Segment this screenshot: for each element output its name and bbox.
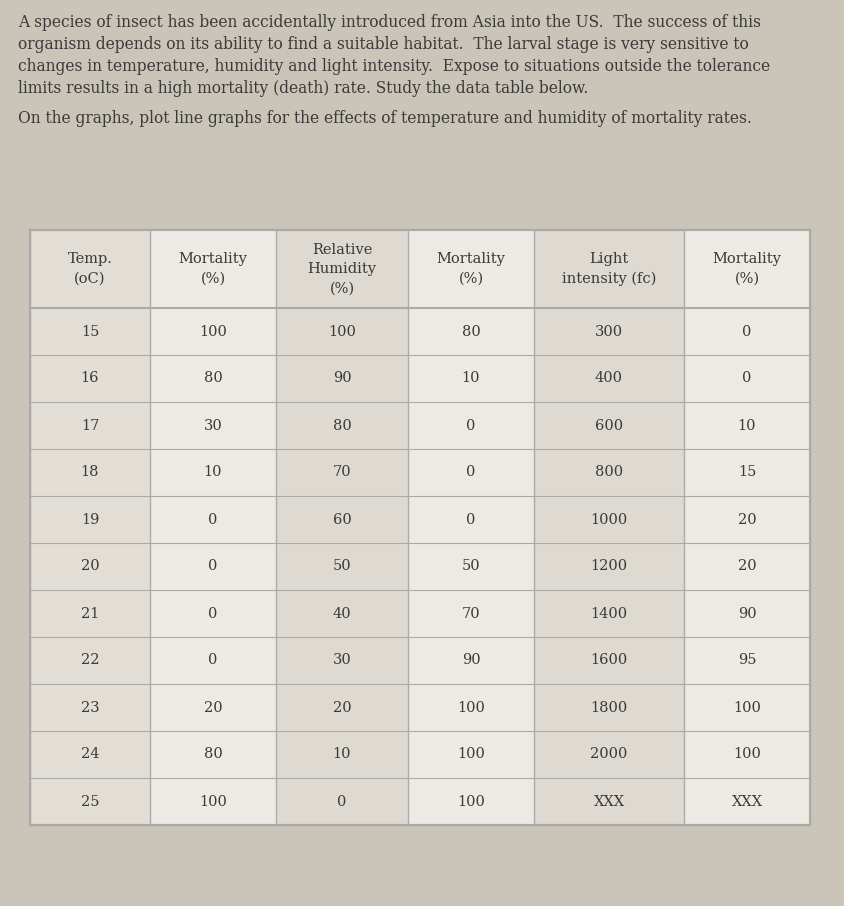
Text: 600: 600 bbox=[594, 419, 622, 432]
Text: 0: 0 bbox=[741, 371, 751, 385]
Text: 17: 17 bbox=[81, 419, 99, 432]
Text: 0: 0 bbox=[741, 324, 751, 339]
Text: On the graphs, plot line graphs for the effects of temperature and humidity of m: On the graphs, plot line graphs for the … bbox=[18, 110, 751, 127]
Bar bbox=[408, 230, 533, 825]
Text: 30: 30 bbox=[333, 653, 351, 668]
Text: Relative
Humidity
(%): Relative Humidity (%) bbox=[307, 243, 376, 295]
Text: XXX: XXX bbox=[731, 795, 761, 808]
Text: 80: 80 bbox=[203, 371, 222, 385]
Text: 0: 0 bbox=[466, 466, 475, 479]
Text: 100: 100 bbox=[733, 747, 760, 762]
Text: 1400: 1400 bbox=[590, 606, 627, 621]
Text: 300: 300 bbox=[594, 324, 622, 339]
Text: 20: 20 bbox=[333, 700, 351, 715]
Bar bbox=[683, 230, 809, 825]
Text: 22: 22 bbox=[81, 653, 99, 668]
Bar bbox=[30, 230, 150, 825]
Text: 0: 0 bbox=[208, 513, 218, 526]
Text: 23: 23 bbox=[80, 700, 100, 715]
Text: 50: 50 bbox=[333, 560, 351, 573]
Text: 20: 20 bbox=[203, 700, 222, 715]
Text: 70: 70 bbox=[461, 606, 479, 621]
Text: 1200: 1200 bbox=[590, 560, 627, 573]
Text: 10: 10 bbox=[737, 419, 755, 432]
Text: 24: 24 bbox=[81, 747, 99, 762]
Text: 100: 100 bbox=[199, 324, 227, 339]
Text: 1600: 1600 bbox=[590, 653, 627, 668]
Text: 20: 20 bbox=[80, 560, 100, 573]
Text: 100: 100 bbox=[457, 700, 484, 715]
Text: Mortality
(%): Mortality (%) bbox=[436, 252, 505, 285]
Text: 0: 0 bbox=[466, 419, 475, 432]
Text: 18: 18 bbox=[81, 466, 99, 479]
Text: 50: 50 bbox=[461, 560, 479, 573]
Text: 0: 0 bbox=[208, 606, 218, 621]
Text: 20: 20 bbox=[737, 560, 755, 573]
Text: changes in temperature, humidity and light intensity.  Expose to situations outs: changes in temperature, humidity and lig… bbox=[18, 58, 769, 75]
Text: Mortality
(%): Mortality (%) bbox=[178, 252, 247, 285]
Text: 80: 80 bbox=[461, 324, 479, 339]
Text: 90: 90 bbox=[461, 653, 479, 668]
Text: 25: 25 bbox=[81, 795, 99, 808]
Text: 10: 10 bbox=[333, 747, 351, 762]
Text: 15: 15 bbox=[81, 324, 99, 339]
Text: 40: 40 bbox=[333, 606, 351, 621]
Text: Light
intensity (fc): Light intensity (fc) bbox=[561, 252, 656, 286]
Text: 800: 800 bbox=[594, 466, 622, 479]
Text: limits results in a high mortality (death) rate. Study the data table below.: limits results in a high mortality (deat… bbox=[18, 80, 587, 97]
Text: XXX: XXX bbox=[592, 795, 624, 808]
Text: 80: 80 bbox=[203, 747, 222, 762]
Text: 19: 19 bbox=[81, 513, 99, 526]
Text: 0: 0 bbox=[208, 653, 218, 668]
Text: 90: 90 bbox=[737, 606, 755, 621]
Text: 0: 0 bbox=[466, 513, 475, 526]
Text: 100: 100 bbox=[457, 795, 484, 808]
Text: 100: 100 bbox=[457, 747, 484, 762]
Text: 1000: 1000 bbox=[590, 513, 627, 526]
Text: 0: 0 bbox=[337, 795, 346, 808]
Text: 20: 20 bbox=[737, 513, 755, 526]
Text: 0: 0 bbox=[208, 560, 218, 573]
Text: 80: 80 bbox=[333, 419, 351, 432]
Text: 10: 10 bbox=[461, 371, 479, 385]
Bar bbox=[30, 230, 809, 825]
Text: organism depends on its ability to find a suitable habitat.  The larval stage is: organism depends on its ability to find … bbox=[18, 36, 748, 53]
Text: 100: 100 bbox=[733, 700, 760, 715]
Text: 21: 21 bbox=[81, 606, 99, 621]
Text: 1800: 1800 bbox=[590, 700, 627, 715]
Bar bbox=[276, 230, 408, 825]
Text: Mortality
(%): Mortality (%) bbox=[711, 252, 781, 285]
Text: 400: 400 bbox=[594, 371, 622, 385]
Text: A species of insect has been accidentally introduced from Asia into the US.  The: A species of insect has been accidentall… bbox=[18, 14, 760, 31]
Text: 90: 90 bbox=[333, 371, 351, 385]
Text: 70: 70 bbox=[333, 466, 351, 479]
Text: Temp.
(oC): Temp. (oC) bbox=[68, 252, 112, 285]
Text: 15: 15 bbox=[737, 466, 755, 479]
Bar bbox=[150, 230, 276, 825]
Bar bbox=[533, 230, 683, 825]
Text: 100: 100 bbox=[199, 795, 227, 808]
Text: 100: 100 bbox=[327, 324, 355, 339]
Text: 10: 10 bbox=[203, 466, 222, 479]
Text: 95: 95 bbox=[737, 653, 755, 668]
Text: 16: 16 bbox=[81, 371, 99, 385]
Text: 30: 30 bbox=[203, 419, 222, 432]
Text: 60: 60 bbox=[333, 513, 351, 526]
Text: 2000: 2000 bbox=[590, 747, 627, 762]
